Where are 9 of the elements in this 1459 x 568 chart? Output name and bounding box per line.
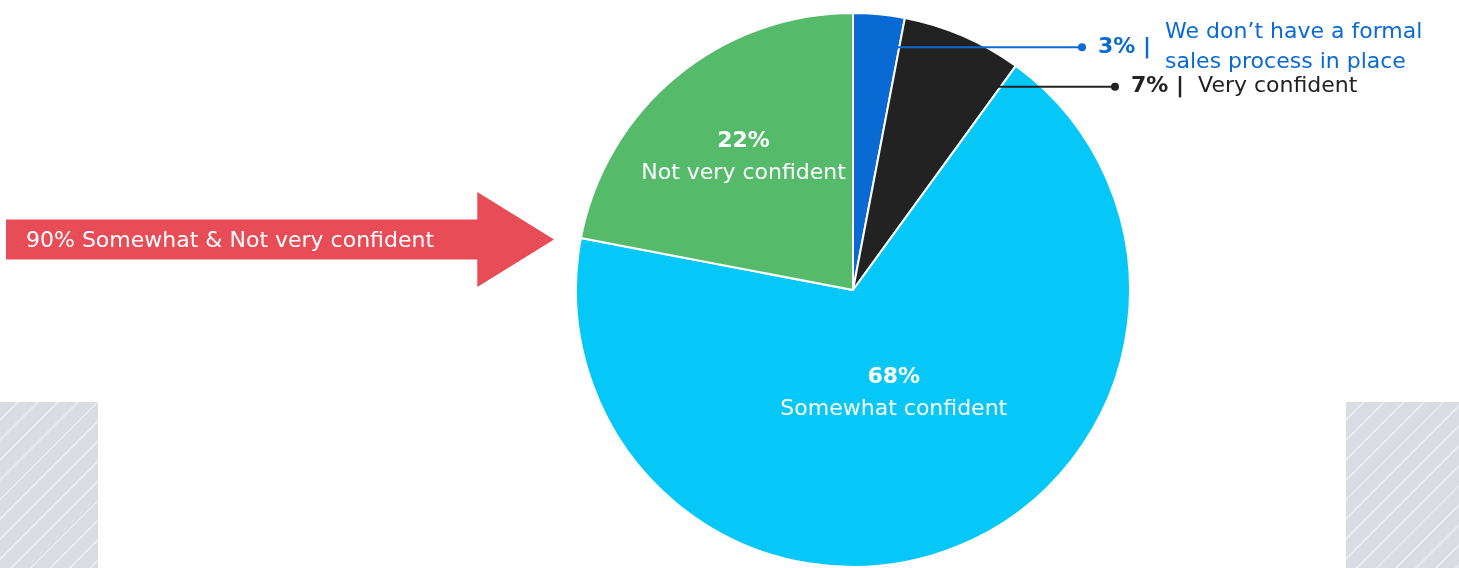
data-label: 22%: [717, 127, 770, 153]
data-label: 68%: [867, 362, 921, 388]
text: 90% Somewhat & Not very confident: [26, 227, 435, 252]
slice-label: Not very confident: [641, 159, 847, 185]
data-label: 7% |: [1131, 72, 1185, 99]
data-label: 3% |: [1098, 33, 1152, 60]
slice-label: Somewhat confident: [780, 394, 1008, 420]
slice-label: Very confident: [1198, 72, 1358, 98]
slice-label: We don’t have a formal sales process in place: [1165, 18, 1423, 74]
